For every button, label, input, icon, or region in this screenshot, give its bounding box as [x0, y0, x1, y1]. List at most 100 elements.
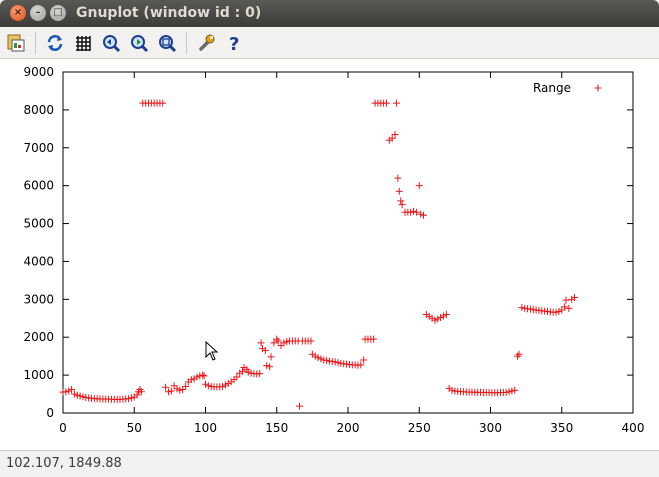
data-point	[370, 335, 378, 343]
x-tick-label: 400	[622, 421, 645, 435]
data-point	[565, 304, 573, 312]
data-point	[70, 390, 78, 398]
data-point	[204, 382, 212, 390]
help-button[interactable]: ?	[224, 33, 244, 55]
data-point	[518, 304, 526, 312]
mouse-pointer-icon	[205, 340, 219, 361]
x-tick-label: 300	[479, 421, 502, 435]
data-point	[417, 210, 425, 218]
x-tick-label: 250	[408, 421, 431, 435]
y-tick-label: 3000	[23, 292, 54, 306]
data-point	[307, 337, 315, 345]
data-point	[239, 367, 247, 375]
data-point	[270, 339, 278, 347]
data-point	[382, 99, 390, 107]
replot-button[interactable]	[45, 33, 65, 53]
autoscale-button[interactable]	[157, 33, 177, 53]
data-point	[127, 394, 135, 402]
data-point	[187, 376, 195, 384]
data-point	[420, 211, 428, 219]
data-point	[508, 387, 516, 395]
y-tick-label: 9000	[23, 65, 54, 79]
legend: Range	[533, 81, 602, 95]
legend-marker-plus	[594, 84, 602, 92]
scatter-chart[interactable]: 0 50 100 150 200 250 300 350 4000100020003000400…	[0, 59, 659, 450]
data-point	[62, 388, 70, 396]
x-tick-label: 200	[337, 421, 360, 435]
data-point	[137, 388, 145, 396]
data-point	[442, 310, 450, 318]
data-point	[395, 187, 403, 195]
y-tick-label: 6000	[23, 179, 54, 193]
legend-marker	[594, 84, 602, 92]
data-point	[388, 134, 396, 142]
data-point	[571, 293, 579, 301]
data-point	[263, 362, 271, 370]
grid-icon	[76, 36, 91, 51]
data-point	[296, 402, 304, 410]
data-point	[558, 306, 566, 314]
data-point	[266, 363, 274, 371]
data-point	[164, 388, 172, 396]
data-point	[334, 359, 342, 367]
copy-to-clipboard-button[interactable]	[6, 33, 26, 53]
data-point	[221, 381, 229, 389]
y-tick-label: 5000	[23, 217, 54, 231]
toolbar: ?	[0, 27, 659, 59]
data-point	[76, 392, 84, 400]
data-point	[173, 385, 181, 393]
status-bar: 102.107, 1849.88	[0, 450, 659, 477]
y-tick-label: 2000	[23, 330, 54, 344]
data-point	[448, 386, 456, 394]
maximize-button[interactable]: □	[50, 5, 66, 21]
minimize-button[interactable]: –	[30, 5, 46, 21]
window-title: Gnuplot (window id : 0)	[76, 5, 262, 21]
data-point	[280, 339, 288, 347]
data-point	[283, 338, 291, 346]
options-wrench-icon	[199, 34, 215, 51]
data-point	[182, 382, 190, 390]
plot-canvas[interactable]: 0 50 100 150 200 250 300 350 400 0 1000 2000 3000 400…	[0, 59, 659, 450]
data-point	[555, 307, 563, 315]
options-button[interactable]	[196, 33, 216, 53]
data-point	[311, 352, 319, 360]
data-point	[133, 391, 141, 399]
data-point	[505, 388, 513, 396]
help-icon: ?	[229, 34, 239, 55]
x-tick-label: 50	[127, 421, 142, 435]
data-point	[357, 361, 365, 369]
zoom-previous-icon	[103, 35, 121, 53]
y-tick-label: 8000	[23, 103, 54, 117]
data-point	[502, 388, 510, 396]
data-point	[65, 387, 73, 395]
svg-text:?: ?	[229, 34, 239, 53]
y-tick-label: 4000	[23, 254, 54, 268]
data-point	[274, 337, 282, 345]
y-tick-label: 7000	[23, 141, 54, 155]
data-point	[431, 316, 439, 324]
data-point	[159, 99, 167, 107]
data-point	[257, 339, 265, 347]
grid-button[interactable]	[73, 33, 93, 53]
data-point	[410, 207, 418, 215]
data-point	[256, 370, 264, 378]
data-point	[179, 386, 187, 394]
data-point	[412, 208, 420, 216]
zoom-previous-button[interactable]	[101, 33, 121, 53]
close-button[interactable]: ×	[10, 5, 26, 21]
data-point	[170, 382, 178, 390]
copy-to-clipboard-icon	[7, 34, 25, 52]
title-bar[interactable]: × – □ Gnuplot (window id : 0)	[0, 0, 659, 27]
data-point	[200, 372, 208, 380]
data-point	[415, 182, 423, 190]
x-tick-label: 100	[194, 421, 217, 435]
data-point	[394, 174, 402, 182]
axis-ticks: 0 50 100 150 200 250 300 350 4000100020003000400…	[23, 65, 644, 435]
data-point	[224, 379, 232, 387]
data-point	[162, 383, 170, 391]
maximize-icon: □	[53, 7, 63, 18]
cursor-coordinates: 102.107, 1849.88	[6, 456, 122, 471]
y-tick-label: 0	[46, 406, 54, 420]
zoom-next-button[interactable]	[129, 33, 149, 53]
data-point	[561, 303, 569, 311]
